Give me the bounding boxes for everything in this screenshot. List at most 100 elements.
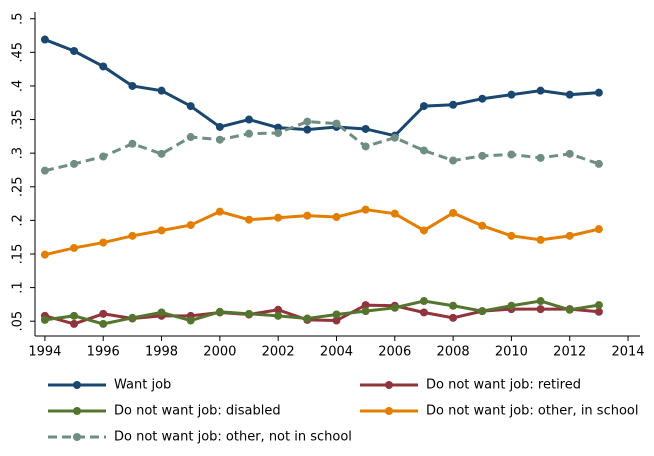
data-point xyxy=(361,307,370,316)
data-point xyxy=(565,231,574,240)
data-point xyxy=(332,316,341,325)
data-point xyxy=(594,88,603,97)
data-point xyxy=(303,117,312,126)
y-tick-label: .3 xyxy=(11,147,26,159)
data-point xyxy=(128,81,137,90)
data-point xyxy=(186,316,195,325)
data-point xyxy=(70,243,79,252)
series-line xyxy=(44,299,600,326)
data-point xyxy=(449,100,458,109)
data-point xyxy=(128,231,137,240)
y-tick-label: .5 xyxy=(11,13,26,25)
data-point xyxy=(507,231,516,240)
x-tick-label: 2012 xyxy=(553,345,586,360)
data-point xyxy=(507,301,516,310)
data-point xyxy=(332,310,341,319)
data-point xyxy=(99,62,108,71)
data-point xyxy=(157,149,166,158)
legend-label: Do not want job: other, in school xyxy=(426,404,638,419)
legend-marker xyxy=(385,407,393,415)
x-tick-label: 2004 xyxy=(320,345,353,360)
data-point xyxy=(565,149,574,158)
y-tick-label: .05 xyxy=(11,311,26,332)
data-point xyxy=(40,166,49,175)
legend-marker xyxy=(73,407,81,415)
y-tick-label: .1 xyxy=(11,281,26,293)
data-point xyxy=(361,142,370,151)
data-point xyxy=(245,309,254,318)
data-point xyxy=(70,46,79,55)
data-point xyxy=(594,225,603,234)
legend-label: Do not want job: disabled xyxy=(114,404,281,419)
data-point xyxy=(390,303,399,312)
legend-marker xyxy=(73,433,81,441)
data-point xyxy=(390,209,399,218)
y-tick-label: .25 xyxy=(11,176,26,197)
data-point xyxy=(274,305,283,314)
data-point xyxy=(449,313,458,322)
x-tick-label: 2014 xyxy=(611,345,644,360)
x-tick-label: 1994 xyxy=(28,345,61,360)
data-point xyxy=(419,226,428,235)
y-tick-label: .2 xyxy=(11,214,26,226)
x-tick-label: 1996 xyxy=(87,345,120,360)
data-point xyxy=(157,86,166,95)
data-point xyxy=(594,159,603,168)
data-point xyxy=(128,313,137,322)
legend-label: Do not want job: other, not in school xyxy=(114,430,352,445)
data-point xyxy=(70,319,79,328)
legend-label: Do not want job: retired xyxy=(426,378,581,393)
data-point xyxy=(419,308,428,317)
data-point xyxy=(565,90,574,99)
data-point xyxy=(40,35,49,44)
data-point xyxy=(186,102,195,111)
data-point xyxy=(245,129,254,138)
data-point xyxy=(361,124,370,133)
data-point xyxy=(565,305,574,314)
data-point xyxy=(128,139,137,148)
data-point xyxy=(478,94,487,103)
x-tick-label: 1998 xyxy=(145,345,178,360)
data-point xyxy=(594,301,603,310)
data-point xyxy=(594,307,603,316)
data-point xyxy=(507,90,516,99)
series-line xyxy=(44,208,600,257)
x-tick-label: 2000 xyxy=(203,345,236,360)
data-point xyxy=(449,156,458,165)
data-point xyxy=(215,207,224,216)
data-point xyxy=(215,307,224,316)
data-point xyxy=(361,205,370,214)
data-point xyxy=(536,153,545,162)
data-point xyxy=(390,133,399,142)
legend-marker xyxy=(73,381,81,389)
data-point xyxy=(449,208,458,217)
data-point xyxy=(215,122,224,131)
x-tick-label: 2008 xyxy=(437,345,470,360)
data-point xyxy=(536,86,545,95)
data-point xyxy=(186,133,195,142)
data-point xyxy=(332,119,341,128)
x-tick-label: 2010 xyxy=(495,345,528,360)
data-point xyxy=(332,213,341,222)
data-point xyxy=(99,152,108,161)
data-point xyxy=(478,221,487,230)
data-point xyxy=(419,102,428,111)
legend-label: Want job xyxy=(114,378,171,393)
data-point xyxy=(478,307,487,316)
data-point xyxy=(536,305,545,314)
x-tick-label: 2002 xyxy=(262,345,295,360)
data-point xyxy=(419,297,428,306)
data-point xyxy=(186,221,195,230)
data-point xyxy=(274,128,283,137)
data-point xyxy=(274,213,283,222)
x-tick-label: 2006 xyxy=(378,345,411,360)
y-tick-label: .35 xyxy=(11,109,26,130)
data-point xyxy=(361,301,370,310)
data-point xyxy=(245,215,254,224)
data-point xyxy=(303,125,312,134)
data-point xyxy=(70,311,79,320)
data-point xyxy=(157,226,166,235)
data-point xyxy=(40,315,49,324)
